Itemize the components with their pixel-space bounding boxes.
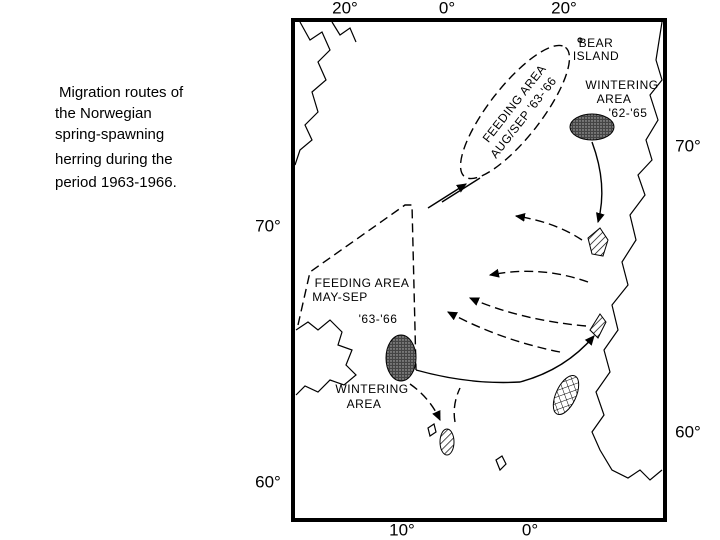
spawning-blob [439, 428, 455, 456]
feeding-area-south [297, 204, 417, 371]
coastlines-part [591, 21, 663, 481]
area-label: '63-'66 [359, 312, 398, 326]
caption-line: period 1963-1966. [55, 174, 177, 191]
migration-routes-part [427, 183, 467, 209]
bear-island [577, 37, 583, 43]
migration-routes-part [468, 297, 587, 327]
wintering-blob [569, 113, 615, 141]
feeding-areas [297, 44, 571, 371]
coastlines-part [495, 455, 507, 472]
migration-routes-part [415, 335, 595, 384]
area-label: AREA [347, 397, 382, 411]
map: 20° 0° 20° 10° 0° 70° 60° 70° 60° [255, 0, 701, 539]
area-label: BEAR [579, 36, 614, 50]
area-label: '62-'65 [609, 106, 648, 120]
caption-line: the Norwegian [55, 105, 152, 122]
area-label: AREA [597, 92, 632, 106]
area-label: WINTERING [335, 382, 408, 396]
area-label: FEEDING AREA [315, 276, 410, 290]
coastlines-part [295, 319, 357, 396]
area-label: MAY-SEP [312, 290, 368, 304]
caption-line: herring during the [55, 151, 173, 168]
longitude-label: 0° [522, 520, 538, 539]
area-label: ISLAND [573, 49, 619, 63]
spawning-blob [587, 227, 609, 257]
area-label: WINTERING [585, 78, 658, 92]
migration-routes-part [447, 311, 561, 353]
migration-routes-part [441, 177, 481, 203]
migration-routes-part [514, 212, 583, 241]
longitude-label: 20° [332, 0, 358, 17]
longitude-label: 0° [439, 0, 455, 17]
caption-line: Migration routes of [59, 84, 184, 101]
migration-routes-part [591, 141, 605, 224]
migration-routes-part [409, 383, 441, 422]
spawning-blob [552, 375, 580, 415]
latitude-label: 60° [675, 422, 701, 441]
coastlines-part [331, 21, 357, 43]
migration-routes-part [453, 387, 461, 423]
latitude-label: 70° [675, 136, 701, 155]
caption-line: spring-spawning [55, 126, 164, 143]
longitude-label: 10° [389, 520, 415, 539]
coastlines-part [294, 21, 331, 166]
latitude-label: 60° [255, 472, 281, 491]
wintering-blob [385, 334, 417, 382]
spawning-areas [385, 113, 615, 456]
coastlines [294, 21, 663, 481]
feeding-area-north [459, 44, 571, 180]
spawning-blob [589, 313, 607, 339]
map-frame [291, 18, 667, 522]
caption: Migration routes of the Norwegian spring… [55, 84, 184, 191]
coastlines-part [427, 423, 437, 437]
migration-routes-part [488, 268, 589, 283]
migration-routes [409, 141, 605, 423]
longitude-label: 20° [551, 0, 577, 17]
latitude-label: 70° [255, 216, 281, 235]
